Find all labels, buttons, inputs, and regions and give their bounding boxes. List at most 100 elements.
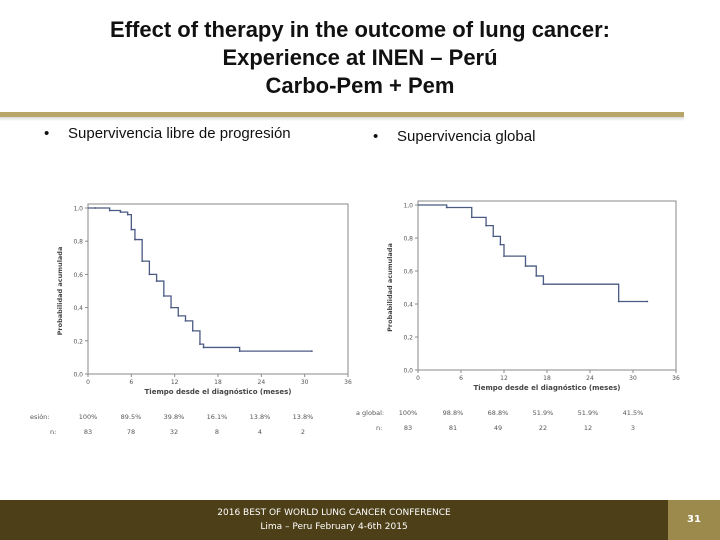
table-survival-label: a global: (356, 409, 384, 417)
y-axis-label: Probabilidad acumulada (386, 243, 394, 332)
bullet-glyph: • (373, 128, 379, 145)
curve-step-point (155, 280, 158, 282)
curve-step-point (191, 329, 194, 332)
table-survival-value: 89.5% (121, 413, 142, 421)
footer-text: 2016 BEST OF WORLD LUNG CANCER CONFERENC… (0, 506, 668, 534)
survival-curve (88, 207, 312, 352)
footer-line-2: Lima – Peru February 4-6th 2015 (260, 522, 408, 532)
x-axis-label: Tiempo desde el diagnóstico (meses) (474, 384, 621, 392)
title-line-2: Experience at INEN – Perú (222, 45, 498, 70)
table-survival-value: 100% (79, 413, 98, 421)
x-tick-label: 30 (629, 375, 637, 382)
x-tick-label: 12 (500, 375, 508, 382)
table-survival-value: 16.1% (207, 413, 228, 421)
table-n-value: 81 (449, 424, 457, 432)
curve-step-point (535, 275, 538, 277)
curve-step-point (119, 211, 122, 214)
curve-step-point (130, 228, 133, 231)
table-n-value: 12 (584, 424, 592, 432)
curve-step-point (202, 346, 205, 349)
y-tick-label: 0,4 (73, 305, 83, 312)
bullet-os-label: Supervivencia global (397, 128, 536, 145)
curve-step-point (134, 238, 136, 241)
curve-step-point (492, 235, 495, 238)
table-n-value: 22 (539, 424, 547, 432)
curve-step-point (499, 243, 502, 246)
bullet-os: • Supervivencia global (373, 128, 535, 145)
curve-step-point (646, 300, 649, 303)
footer-line-1: 2016 BEST OF WORLD LUNG CANCER CONFERENC… (217, 508, 451, 518)
survival-curve (418, 204, 648, 303)
table-n-value: 2 (301, 428, 305, 436)
title-line-3: Carbo-Pem + Pem (265, 73, 455, 98)
table-n-value: 83 (84, 428, 92, 436)
curve-step-point (184, 319, 187, 322)
table-survival-value: 100% (399, 409, 418, 417)
table-n-value: 83 (404, 424, 412, 432)
table-n-value: 78 (127, 428, 135, 436)
x-tick-label: 18 (214, 379, 222, 386)
x-tick-label: 24 (258, 379, 266, 386)
table-n-value: 3 (631, 424, 635, 432)
y-tick-label: 0,4 (403, 302, 413, 309)
x-tick-label: 0 (86, 379, 90, 386)
table-survival-value: 98.8% (443, 409, 464, 417)
y-tick-label: 0,8 (403, 236, 413, 243)
slide-title: Effect of therapy in the outcome of lung… (0, 16, 720, 100)
x-tick-label: 36 (672, 375, 680, 382)
x-tick-label: 36 (344, 379, 352, 386)
table-survival-value: 51.9% (578, 409, 599, 417)
table-n-value: 8 (215, 428, 219, 436)
y-tick-label: 0,0 (73, 372, 83, 379)
table-survival-label: esión: (30, 413, 49, 421)
curve-step-point (445, 206, 448, 209)
table-n-value: 4 (258, 428, 262, 436)
table-n-label: n: (50, 428, 56, 436)
curve-step-point (108, 209, 111, 212)
table-survival-value: 41.5% (623, 409, 644, 417)
title-divider-shadow (0, 117, 684, 121)
plot-frame (417, 200, 677, 371)
x-tick-label: 0 (416, 375, 420, 382)
table-n-label: n: (376, 424, 382, 432)
y-tick-label: 0,6 (403, 269, 413, 276)
title-divider (0, 112, 684, 117)
x-tick-label: 24 (586, 375, 594, 382)
y-axis-label: Probabilidad acumulada (56, 247, 64, 336)
bullet-glyph: • (44, 125, 50, 142)
y-tick-label: 1,0 (73, 206, 83, 213)
footer-bar (0, 500, 720, 540)
table-survival-value: 68.8% (488, 409, 509, 417)
title-line-1: Effect of therapy in the outcome of lung… (110, 17, 610, 42)
curve-step-point (148, 273, 151, 276)
bullet-pfs-label: Supervivencia libre de progresión (68, 125, 291, 142)
page-number: 31 (668, 500, 720, 540)
curve-step-point (485, 224, 487, 227)
curve-step-point (238, 350, 241, 352)
table-survival-value: 51.9% (533, 409, 554, 417)
x-tick-label: 18 (543, 375, 551, 382)
x-tick-label: 6 (459, 375, 463, 382)
x-tick-label: 6 (129, 379, 133, 386)
curve-step-point (503, 255, 505, 258)
y-tick-label: 0,8 (73, 239, 83, 246)
y-tick-label: 0,2 (403, 335, 413, 342)
table-n-value: 32 (170, 428, 178, 436)
y-tick-label: 0,2 (73, 338, 83, 345)
curve-step-point (199, 343, 201, 346)
curve-step-point (170, 306, 172, 309)
curve-step-point (94, 207, 97, 209)
os-chart-panel: 0,0 0,2 0,4 0,6 0,8 1,0 0 6 12 18 24 30 36 Tiempo des… (356, 188, 688, 443)
curve-step-point (310, 350, 313, 352)
x-axis-label: Tiempo desde el diagnóstico (meses) (145, 388, 292, 396)
table-n-value: 49 (494, 424, 502, 432)
curve-step-point (126, 213, 129, 216)
table-survival-value: 13.8% (250, 413, 271, 421)
os-km-chart: 0,0 0,2 0,4 0,6 0,8 1,0 0 6 12 18 24 30 36 Tiempo des… (356, 200, 680, 432)
bullet-pfs: • Supervivencia libre de progresión (44, 125, 291, 142)
curve-step-point (141, 260, 144, 263)
table-survival-value: 39.8% (164, 413, 185, 421)
curve-step-point (617, 300, 620, 303)
curve-step-point (470, 216, 473, 219)
